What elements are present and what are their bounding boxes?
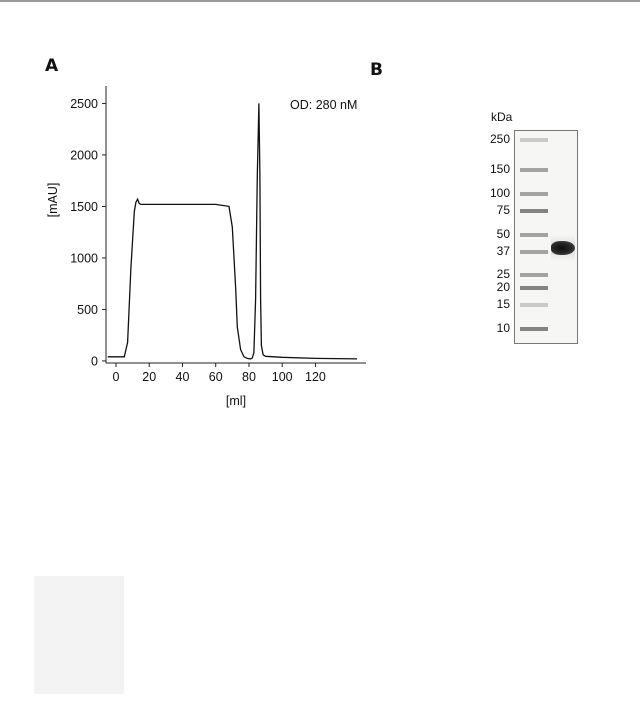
top-border-line — [0, 0, 640, 2]
ladder-label: 100 — [489, 185, 510, 200]
x-tick-label: 20 — [142, 370, 156, 384]
ladder-band — [520, 327, 548, 331]
y-tick-label: 0 — [91, 354, 98, 368]
sds-page-gel — [514, 130, 578, 344]
panel-b-label: B — [370, 60, 383, 80]
ladder-label: 10 — [496, 321, 510, 335]
ladder-band — [520, 273, 548, 278]
chromatogram-trace — [107, 103, 358, 360]
ladder-band — [520, 167, 548, 172]
x-tick-label: 40 — [176, 370, 190, 384]
ladder-band — [520, 208, 548, 213]
ladder-band — [520, 191, 548, 196]
ladder-label: 50 — [496, 226, 510, 241]
od-annotation: OD: 280 nM — [290, 98, 357, 112]
x-tick-label: 100 — [272, 370, 293, 384]
ladder-label: 75 — [496, 202, 510, 217]
ladder-label: 15 — [496, 297, 510, 312]
ladder-band — [520, 138, 548, 142]
y-axis-ticks: 0 500 1000 1500 2000 2500 — [70, 97, 106, 368]
x-tick-label: 80 — [242, 370, 256, 384]
panel-a-label: A — [45, 56, 59, 76]
x-tick-label: 120 — [305, 370, 326, 384]
faint-background-patch — [34, 576, 124, 694]
ladder-label: 150 — [489, 161, 510, 176]
ladder-label: 250 — [489, 132, 510, 146]
ladder-band — [520, 250, 548, 255]
y-axis-label: [mAU] — [46, 183, 60, 218]
x-axis-ticks: 0 20 40 60 80 100 120 — [112, 363, 326, 384]
ladder-label: 20 — [496, 280, 510, 295]
x-tick-label: 0 — [112, 370, 119, 384]
x-axis-label: [ml] — [226, 394, 246, 408]
ladder-band — [520, 232, 548, 237]
y-tick-label: 2000 — [70, 148, 98, 162]
ladder-label: 37 — [496, 244, 510, 259]
ladder-label: 25 — [496, 267, 510, 282]
y-tick-label: 2500 — [70, 97, 98, 111]
x-tick-label: 60 — [209, 370, 223, 384]
ladder-band — [520, 286, 548, 291]
kda-unit-label: kDa — [491, 110, 513, 124]
sample-band — [551, 240, 575, 255]
y-tick-label: 500 — [77, 303, 98, 317]
y-tick-label: 1000 — [70, 251, 98, 265]
y-tick-label: 1500 — [70, 200, 98, 214]
ladder-band — [520, 303, 548, 308]
